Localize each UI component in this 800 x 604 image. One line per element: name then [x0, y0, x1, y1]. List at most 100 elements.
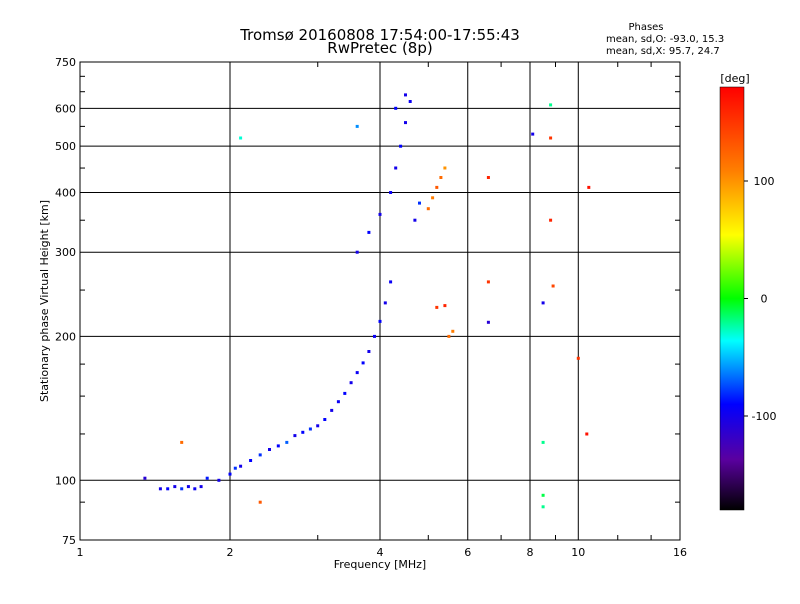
data-point	[199, 485, 203, 489]
colorbar-tick-label: 100	[754, 175, 775, 188]
data-point	[531, 132, 535, 136]
data-point	[394, 106, 398, 110]
x-axis-label: Frequency [MHz]	[334, 558, 426, 571]
data-point	[239, 136, 243, 140]
data-point	[285, 440, 289, 444]
data-point	[383, 301, 387, 305]
data-points	[143, 93, 591, 509]
y-axis-label: Stationary phase Virtual Height [km]	[38, 200, 51, 402]
data-point	[361, 361, 365, 365]
colorbar-ticks: 100 0 -100	[744, 175, 776, 423]
data-point	[258, 500, 262, 504]
data-point	[439, 176, 443, 179]
data-point	[585, 432, 589, 436]
y-axis-ticks: 75 100 200 300 400 500 600 750	[55, 56, 680, 547]
colorbar-tick-label: -100	[752, 410, 777, 423]
x-tick-label: 2	[227, 546, 234, 559]
data-point	[343, 391, 347, 395]
data-point	[541, 493, 545, 497]
data-point	[587, 185, 591, 189]
data-point	[541, 505, 545, 509]
data-point	[180, 487, 184, 491]
y-tick-label: 300	[55, 246, 76, 259]
y-tick-label: 100	[55, 474, 76, 487]
data-point	[249, 459, 253, 462]
data-point	[205, 476, 209, 480]
data-point	[323, 418, 327, 421]
data-point	[418, 201, 421, 205]
data-point	[443, 304, 447, 308]
data-point	[193, 487, 197, 491]
data-point	[408, 100, 412, 103]
data-point	[541, 301, 545, 305]
data-point	[541, 440, 545, 444]
data-point	[293, 434, 297, 438]
data-point	[367, 350, 371, 353]
data-point	[435, 185, 439, 189]
x-tick-label: 4	[377, 546, 384, 559]
data-point	[367, 230, 371, 234]
x-tick-label: 8	[527, 546, 534, 559]
data-point	[373, 334, 376, 338]
data-point	[258, 453, 262, 457]
data-point	[268, 448, 271, 451]
data-point	[549, 218, 553, 222]
data-point	[217, 478, 221, 482]
chart-subtitle: RwPretec (8p)	[327, 39, 432, 57]
data-point	[399, 144, 403, 148]
grid-lines	[80, 62, 680, 540]
phases-x-line: mean, sd,X: 95.7, 24.7	[606, 46, 720, 57]
y-tick-label: 750	[55, 56, 76, 69]
chart-title: Tromsø 20160808 17:54:00-17:55:43	[239, 26, 520, 44]
data-point	[549, 103, 553, 107]
data-point	[355, 250, 359, 254]
data-point	[308, 427, 312, 431]
x-tick-label: 16	[673, 546, 687, 559]
data-point	[447, 334, 451, 338]
y-tick-label: 400	[55, 186, 76, 199]
y-tick-label: 200	[55, 330, 76, 343]
data-point	[551, 284, 555, 288]
data-point	[330, 408, 334, 412]
data-point	[549, 136, 553, 140]
y-tick-label: 600	[55, 102, 76, 115]
data-point	[435, 305, 439, 309]
phases-o-line: mean, sd,O: -93.0, 15.3	[606, 34, 724, 45]
data-point	[239, 464, 243, 468]
data-point	[143, 476, 147, 480]
data-point	[404, 121, 407, 125]
data-point	[426, 207, 430, 211]
data-point	[355, 124, 359, 128]
data-point	[378, 212, 382, 216]
data-point	[404, 93, 407, 97]
data-point	[158, 487, 162, 491]
data-point	[486, 320, 490, 324]
data-point	[301, 430, 305, 434]
y-tick-label: 500	[55, 140, 76, 153]
colorbar	[719, 86, 745, 511]
data-point	[486, 176, 490, 179]
x-tick-label: 1	[77, 546, 84, 559]
data-point	[486, 280, 490, 284]
data-point	[186, 485, 190, 489]
data-point	[173, 485, 177, 489]
x-axis-ticks: 1 2 4 6 8 10 16	[77, 62, 687, 559]
data-point	[316, 424, 320, 428]
data-point	[228, 472, 232, 476]
data-point	[443, 166, 447, 170]
data-point	[451, 329, 455, 333]
data-point	[355, 371, 359, 375]
data-point	[166, 487, 170, 491]
data-point	[349, 381, 353, 385]
data-point	[394, 166, 398, 170]
x-tick-label: 10	[571, 546, 585, 559]
data-point	[389, 191, 393, 194]
data-point	[276, 444, 280, 448]
data-point	[413, 218, 417, 222]
phases-heading: Phases	[628, 22, 663, 33]
data-point	[431, 196, 435, 200]
colorbar-label: [deg]	[720, 72, 749, 85]
y-tick-label: 75	[62, 534, 76, 547]
data-point	[336, 400, 340, 404]
